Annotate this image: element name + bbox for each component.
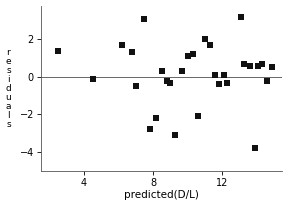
- Point: [185, 55, 190, 58]
- Point: [208, 43, 212, 47]
- Point: [270, 66, 274, 69]
- Point: [56, 49, 60, 52]
- Point: [190, 53, 195, 56]
- Point: [180, 70, 185, 73]
- Point: [242, 62, 247, 65]
- Point: [265, 79, 269, 82]
- Point: [216, 83, 221, 86]
- Point: [130, 51, 134, 54]
- Point: [221, 73, 226, 77]
- Point: [90, 77, 95, 80]
- Point: [168, 81, 173, 84]
- Y-axis label: r
e
s
i
d
u
a
l
s: r e s i d u a l s: [5, 48, 11, 129]
- Point: [239, 15, 243, 19]
- Point: [173, 133, 178, 137]
- Point: [164, 79, 169, 82]
- Point: [259, 62, 264, 65]
- Point: [133, 85, 138, 88]
- Point: [225, 81, 230, 84]
- Point: [120, 43, 124, 47]
- Point: [253, 146, 257, 150]
- Point: [159, 70, 164, 73]
- X-axis label: predicted(D/L): predicted(D/L): [124, 190, 199, 200]
- Point: [247, 64, 252, 67]
- Point: [147, 128, 152, 131]
- Point: [256, 64, 261, 67]
- Point: [196, 115, 200, 118]
- Point: [142, 17, 147, 20]
- Point: [213, 73, 217, 77]
- Point: [202, 38, 207, 41]
- Point: [154, 117, 159, 120]
